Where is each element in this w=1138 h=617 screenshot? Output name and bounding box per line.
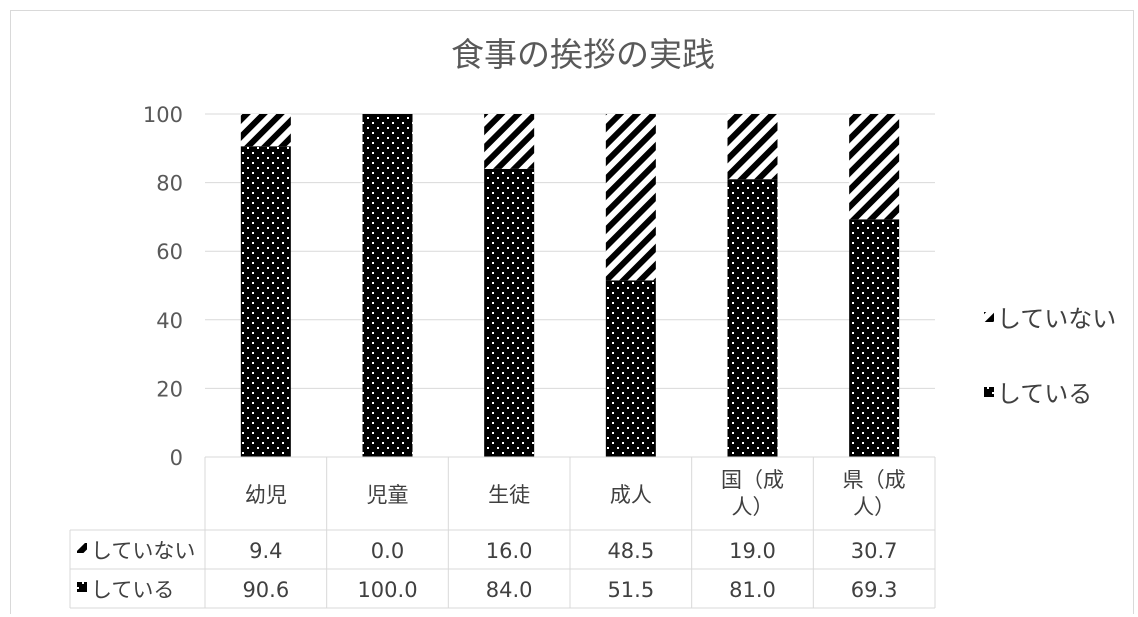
table-cell: 30.7 [851, 539, 898, 563]
table-cell: 0.0 [371, 539, 404, 563]
bar-doing [362, 114, 413, 457]
bar-doing [849, 219, 900, 457]
bar-doing [727, 179, 778, 458]
y-axis-ticks: 0 20 40 60 80 100 [143, 103, 183, 470]
table-cell: 81.0 [729, 578, 776, 602]
bar-not-doing [727, 114, 778, 180]
table-cell: 9.4 [249, 539, 282, 563]
y-tick-label: 100 [143, 103, 183, 127]
table-cell: 16.0 [486, 539, 533, 563]
bar-not-doing [484, 114, 535, 169]
y-tick-label: 20 [156, 377, 183, 401]
y-tick-label: 60 [156, 240, 183, 264]
table-cell: 84.0 [486, 578, 533, 602]
category-label: 成人 [610, 483, 652, 507]
legend-label: していない [997, 305, 1116, 333]
table-legend-key [77, 543, 87, 553]
table-cell: 19.0 [729, 539, 776, 563]
table-cell: 48.5 [607, 539, 654, 563]
bar-doing [484, 168, 535, 457]
legend-label: している [997, 380, 1092, 408]
y-tick-label: 80 [156, 172, 183, 196]
bars [240, 114, 900, 458]
table-row-label: していない [91, 539, 195, 563]
table-cell: 90.6 [242, 578, 289, 602]
table-cell: 100.0 [357, 578, 417, 602]
bar-not-doing [605, 114, 656, 281]
legend-key [984, 387, 994, 397]
chart-title: 食事の挨拶の実践 [451, 35, 715, 74]
data-table: 幼児 児童 生徒 成人 国（成人） 県（成人） していない 9.4 0.0 16.0 48.5 19.… [69, 456, 936, 609]
chart-area [10, 10, 1134, 614]
category-label: 生徒 [488, 483, 530, 507]
category-label: 県（成人） [843, 468, 906, 519]
legend-key [984, 312, 994, 322]
y-tick-label: 0 [170, 446, 183, 470]
category-label: 児童 [367, 483, 409, 507]
bar-doing [240, 146, 291, 457]
category-label: 国（成人） [721, 468, 784, 519]
bar-doing [605, 280, 656, 457]
table-legend-key [77, 582, 87, 592]
table-cell: 69.3 [851, 578, 898, 602]
category-label: 幼児 [245, 483, 287, 507]
gridlines [205, 113, 935, 389]
y-tick-label: 40 [156, 309, 183, 333]
table-cell: 51.5 [607, 578, 654, 602]
bar-not-doing [240, 114, 291, 147]
table-row-label: している [91, 578, 174, 602]
bar-not-doing [849, 114, 900, 220]
